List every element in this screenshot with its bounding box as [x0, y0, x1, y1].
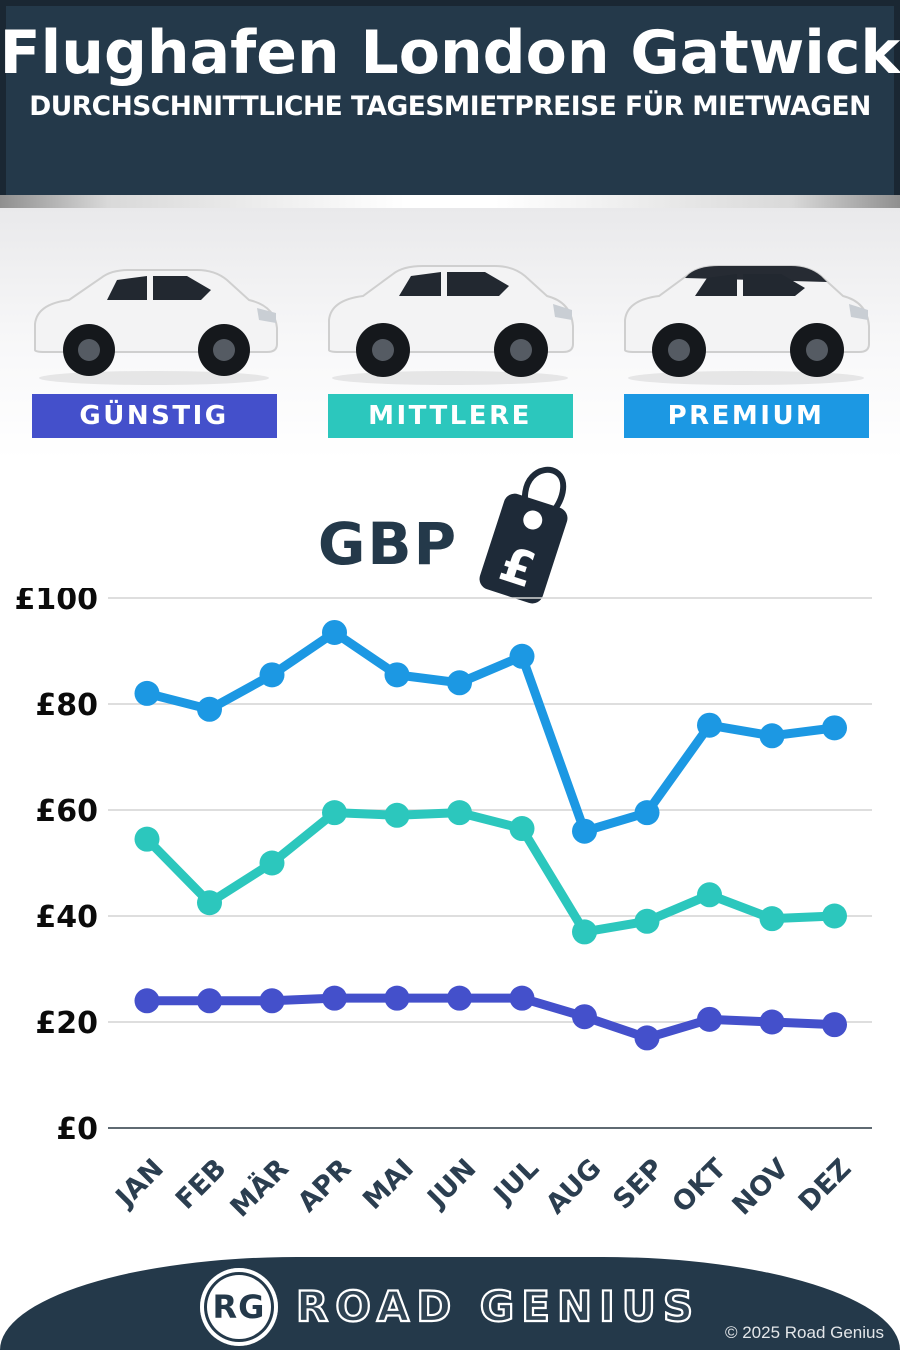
data-point	[259, 662, 285, 688]
data-point	[259, 988, 285, 1014]
data-point	[509, 816, 535, 842]
data-point	[259, 850, 285, 876]
data-point	[822, 1012, 847, 1038]
data-point	[759, 906, 785, 932]
data-point	[384, 985, 410, 1011]
y-tick-label: £60	[35, 794, 98, 829]
data-point	[384, 802, 410, 828]
midsize-suv-image	[328, 265, 574, 385]
badge-guenstig: GÜNSTIG	[31, 394, 277, 438]
currency-label: GBP	[317, 510, 459, 578]
data-point	[322, 800, 347, 826]
data-point	[134, 988, 160, 1014]
page-subtitle: DURCHSCHNITTLICHE TAGESMIETPREISE FÜR MI…	[29, 91, 871, 122]
compact-car-image	[34, 269, 278, 385]
premium-suv-image	[624, 265, 870, 385]
data-point	[634, 1025, 660, 1051]
data-point	[697, 712, 722, 738]
category-premium: PREMIUM	[600, 238, 892, 460]
y-tick-label: £0	[56, 1112, 98, 1147]
x-tick-label: SEP	[607, 1153, 670, 1216]
data-point	[134, 826, 160, 852]
x-tick-label: OKT	[666, 1153, 732, 1219]
car-categories-section: GÜNSTIG MITTLERE	[0, 208, 900, 460]
x-tick-label: MAI	[357, 1153, 420, 1216]
x-tick-label: JAN	[109, 1153, 170, 1214]
header-shadow-strip	[0, 195, 900, 208]
y-tick-label: £20	[35, 1006, 98, 1041]
data-point	[197, 696, 222, 722]
x-tick-label: AUG	[540, 1153, 607, 1220]
data-point	[134, 680, 160, 706]
data-point	[572, 919, 597, 945]
data-point	[572, 818, 597, 844]
data-point	[384, 662, 410, 688]
brand-name: ROAD GENIUS	[295, 1281, 701, 1332]
data-point	[572, 1004, 597, 1030]
data-point	[697, 1006, 722, 1032]
currency-heading: GBP £	[0, 458, 900, 618]
data-point	[509, 985, 535, 1011]
data-point	[759, 1009, 785, 1035]
data-point	[197, 890, 222, 916]
road-genius-logo: RG	[199, 1267, 278, 1346]
footer: RG ROAD GENIUS © 2025 Road Genius	[0, 1257, 900, 1350]
data-point	[759, 723, 785, 749]
x-tick-label: APR	[292, 1153, 358, 1219]
y-tick-label: £100	[15, 588, 99, 617]
x-tick-label: NOV	[727, 1153, 795, 1221]
data-point	[634, 800, 660, 826]
data-point	[634, 908, 660, 934]
data-point	[447, 800, 472, 826]
data-point	[447, 670, 472, 696]
data-point	[447, 985, 472, 1011]
category-mittlere: MITTLERE	[304, 238, 596, 460]
badge-mittlere: MITTLERE	[327, 394, 573, 438]
rental-price-chart: £0 £20 £40 £60 £80 £100 JAN FEB MÄR APR MAI JUN JUL A…	[0, 582, 900, 1238]
data-point	[822, 715, 847, 741]
badge-premium: PREMIUM	[623, 394, 869, 438]
x-tick-label: JUN	[421, 1153, 483, 1215]
x-tick-label: MÄR	[224, 1152, 295, 1223]
data-point	[322, 985, 347, 1011]
x-tick-label: DEZ	[793, 1153, 858, 1218]
data-point	[322, 619, 347, 645]
category-guenstig: GÜNSTIG	[8, 238, 300, 460]
y-tick-label: £80	[35, 688, 98, 723]
data-point	[822, 903, 847, 929]
x-tick-label: FEB	[170, 1153, 233, 1216]
data-point	[509, 643, 535, 669]
copyright-text: © 2025 Road Genius	[724, 1323, 884, 1342]
x-tick-label: JUL	[487, 1153, 545, 1211]
page-title: Flughafen London Gatwick	[0, 18, 900, 88]
price-tag-icon: £	[479, 466, 568, 604]
y-tick-label: £40	[35, 900, 98, 935]
data-point	[197, 988, 222, 1014]
header: Flughafen London Gatwick DURCHSCHNITTLIC…	[0, 0, 900, 195]
data-point	[697, 882, 722, 908]
logo-initials: RG	[212, 1287, 266, 1326]
